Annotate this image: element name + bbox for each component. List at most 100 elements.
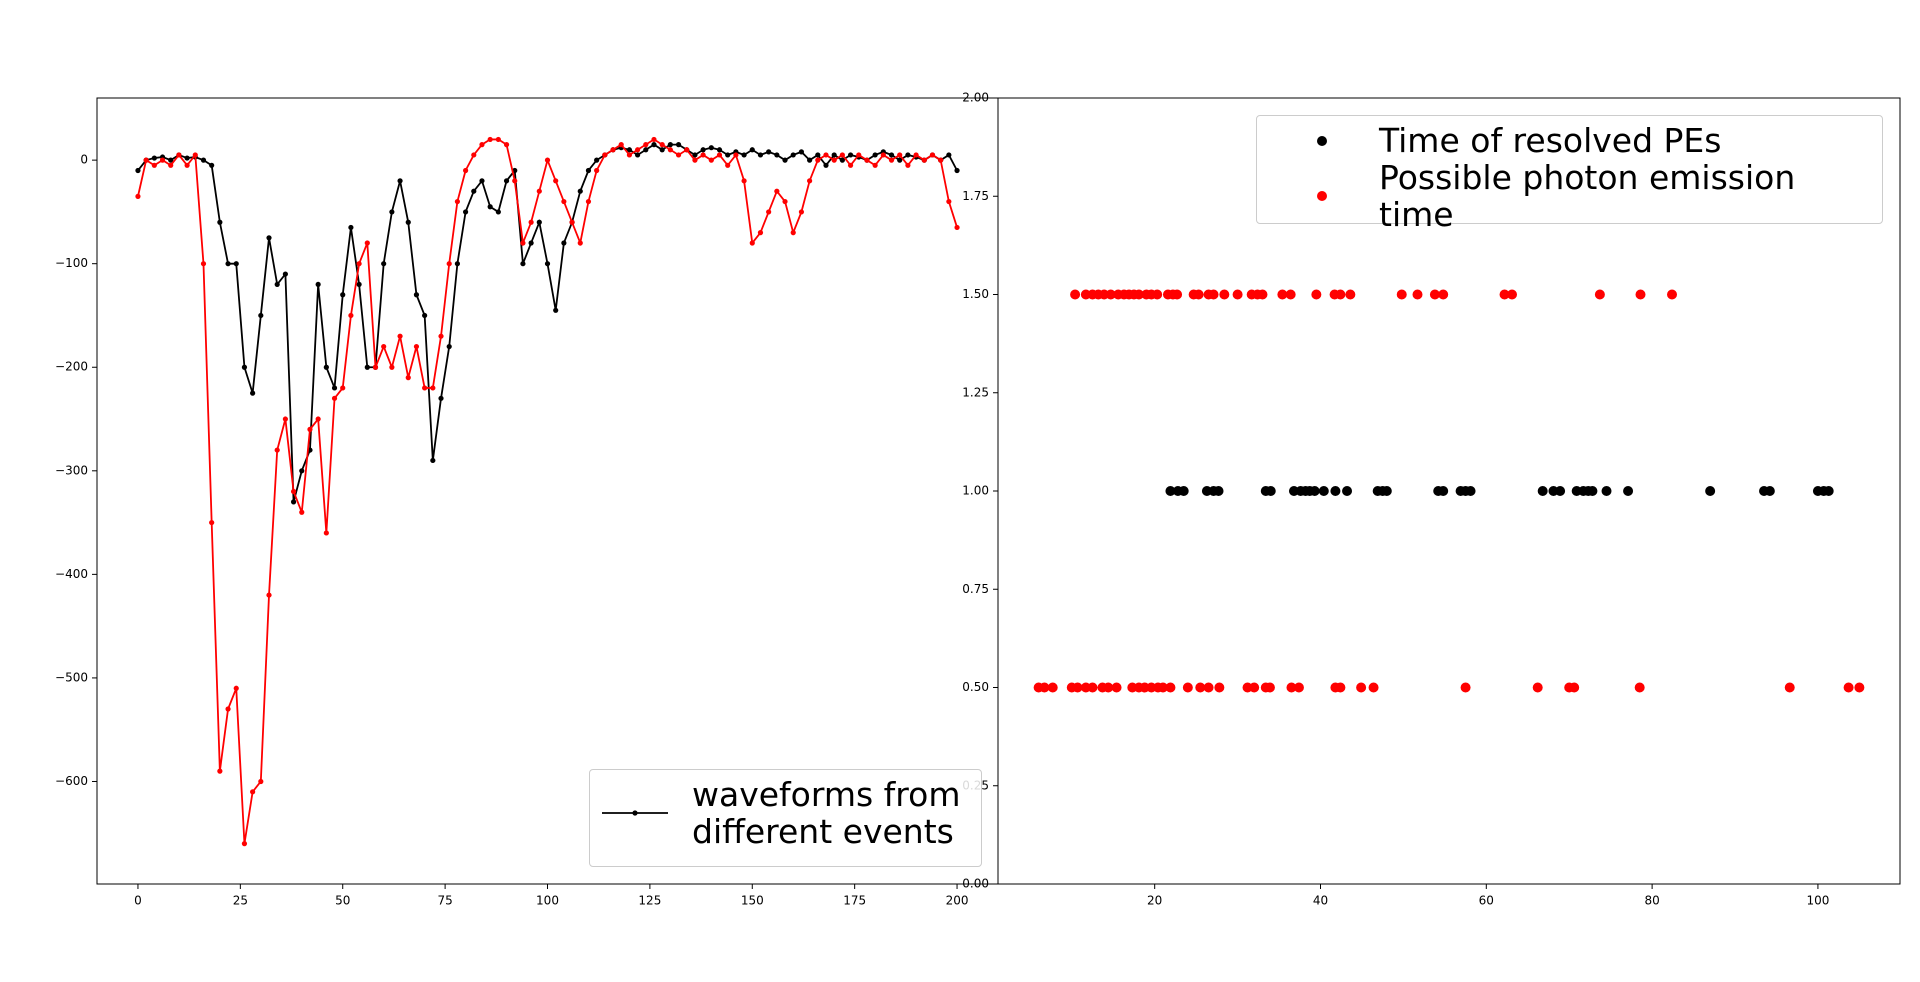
point	[274, 281, 280, 288]
point	[143, 157, 149, 163]
point	[290, 499, 297, 505]
point	[479, 178, 485, 184]
point	[929, 152, 936, 158]
point	[1843, 682, 1854, 693]
point	[192, 152, 198, 158]
x-tick-label: 40	[1313, 894, 1328, 908]
point	[1569, 682, 1580, 693]
point	[1277, 289, 1288, 300]
point	[422, 385, 428, 391]
axes-frame	[96, 97, 999, 885]
legend-label: waveforms from different events	[692, 775, 961, 851]
point	[553, 178, 559, 184]
point	[1854, 682, 1865, 693]
x-tick-label: 20	[1147, 894, 1162, 908]
point	[503, 142, 510, 148]
point	[1103, 682, 1114, 693]
point	[282, 271, 288, 277]
point	[938, 157, 944, 163]
point	[1182, 682, 1193, 693]
point	[299, 468, 305, 474]
point	[831, 152, 837, 158]
point	[807, 157, 813, 163]
point	[331, 385, 338, 391]
point	[438, 395, 444, 401]
point	[635, 152, 641, 158]
y-tick-label: 0.50	[962, 680, 989, 694]
point	[692, 157, 698, 163]
point	[1412, 289, 1423, 300]
point	[209, 519, 215, 526]
point	[200, 157, 207, 163]
point	[1285, 289, 1296, 300]
point	[1172, 289, 1183, 300]
point	[495, 136, 501, 143]
point	[1356, 682, 1367, 693]
point	[1293, 682, 1304, 693]
x-tick-label: 100	[1806, 894, 1829, 908]
point	[430, 457, 436, 464]
point	[1111, 682, 1122, 693]
y-tick-label: 0.00	[962, 877, 989, 891]
point	[323, 364, 329, 370]
point	[1368, 682, 1379, 693]
point	[454, 198, 460, 205]
point	[225, 261, 231, 267]
point	[250, 789, 256, 795]
point	[544, 261, 551, 267]
point	[946, 152, 952, 158]
point	[389, 364, 395, 370]
x-tick-label: 60	[1479, 894, 1494, 908]
point	[766, 209, 772, 215]
point	[700, 147, 706, 153]
axes-frame	[997, 97, 1901, 885]
point	[413, 343, 420, 350]
point	[520, 240, 526, 246]
point	[1039, 682, 1050, 693]
point	[1318, 486, 1329, 496]
y-tick-label: −200	[55, 360, 88, 374]
point	[708, 145, 714, 151]
point	[823, 152, 829, 158]
x-tick-label: 175	[843, 894, 866, 908]
point	[905, 162, 911, 168]
point	[397, 178, 403, 184]
point	[536, 188, 542, 194]
point	[135, 193, 141, 199]
point	[348, 312, 354, 319]
point	[856, 152, 862, 158]
point	[954, 224, 960, 231]
point	[725, 162, 731, 168]
x-tick-label: 25	[233, 894, 248, 908]
point	[716, 147, 723, 153]
point	[1330, 486, 1341, 496]
point	[348, 224, 354, 231]
point	[315, 281, 321, 288]
point	[315, 416, 321, 422]
point	[405, 219, 411, 225]
point	[913, 152, 919, 158]
point	[462, 209, 469, 215]
point	[897, 157, 903, 163]
y-tick-label: −400	[55, 567, 88, 581]
point	[831, 157, 837, 163]
point	[266, 592, 272, 598]
point	[782, 198, 788, 205]
y-tick-label: 2.00	[962, 91, 989, 105]
point	[798, 209, 805, 215]
line	[137, 143, 958, 503]
point	[356, 261, 362, 267]
point	[1286, 682, 1297, 693]
y-tick-label: 1.25	[962, 385, 989, 399]
point	[1537, 486, 1548, 496]
point	[397, 333, 403, 339]
point	[372, 364, 379, 370]
point	[323, 530, 329, 536]
point	[438, 333, 444, 339]
point	[1587, 486, 1598, 496]
point	[1157, 682, 1168, 693]
point	[1381, 486, 1392, 496]
point	[692, 152, 698, 158]
